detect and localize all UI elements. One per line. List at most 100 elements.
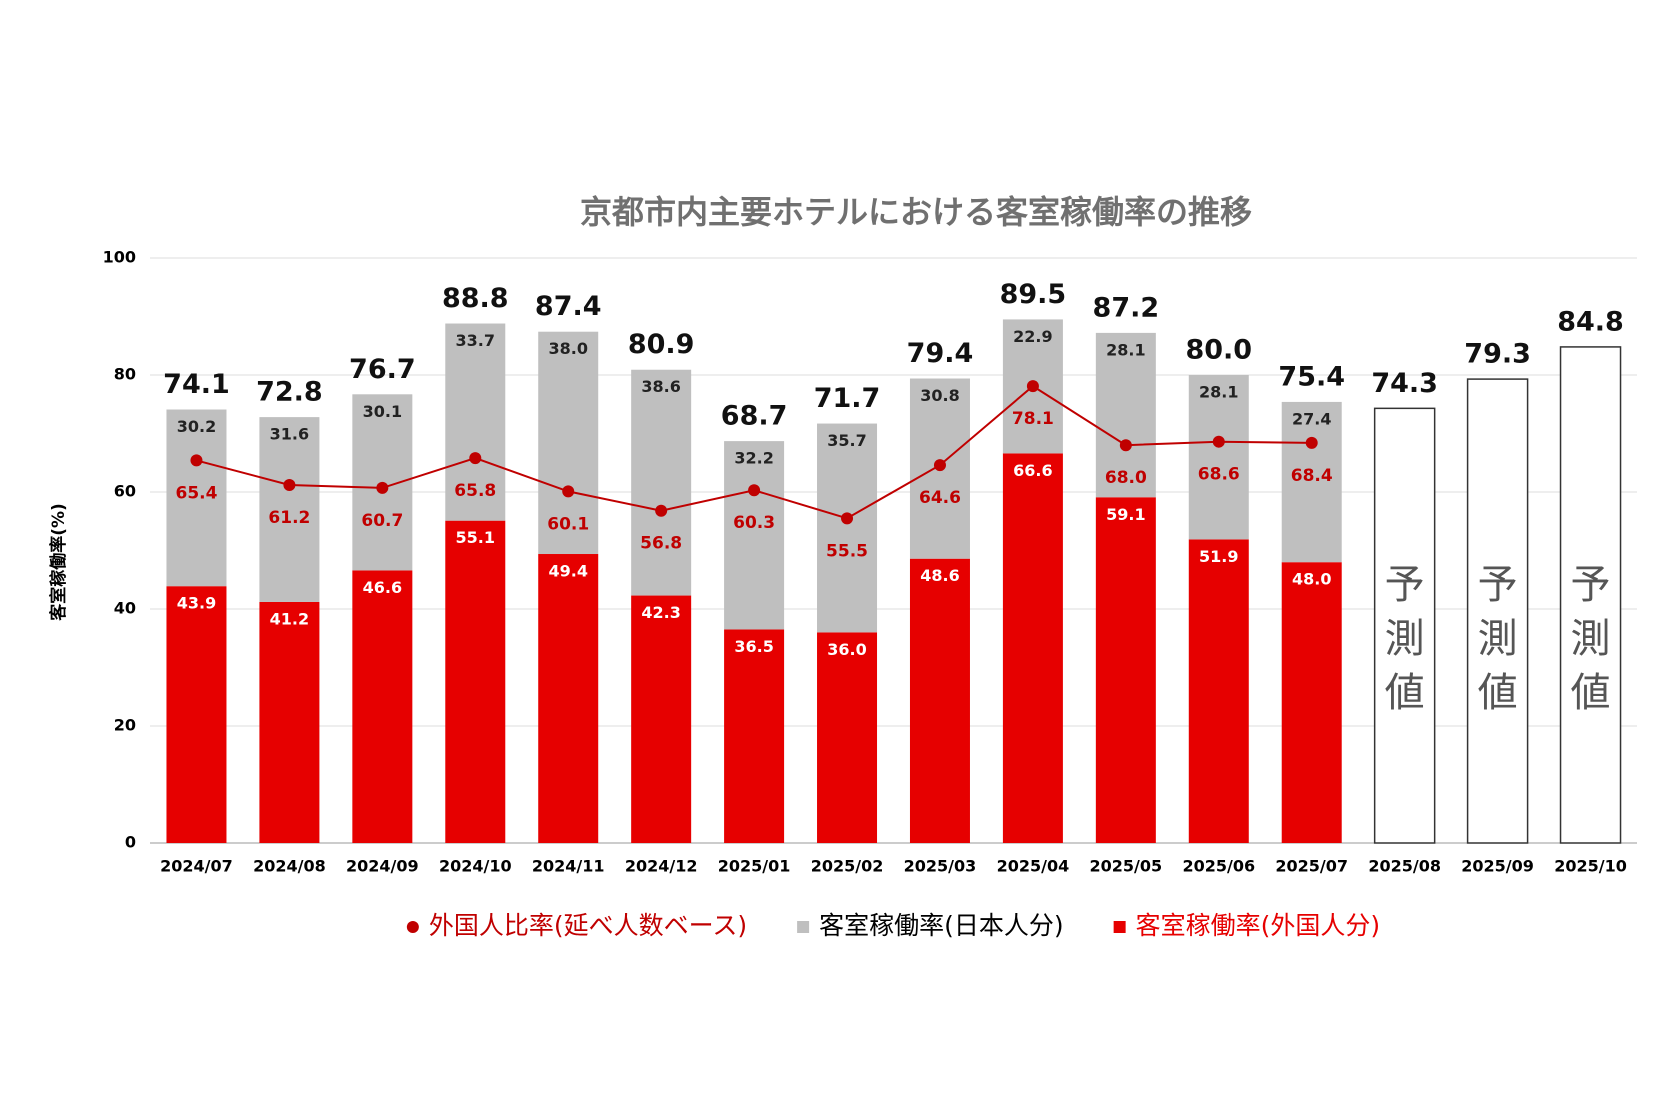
line-point — [562, 485, 575, 498]
line-value-label: 64.6 — [919, 488, 961, 508]
chart-title: 京都市内主要ホテルにおける客室稼働率の推移 — [580, 193, 1252, 231]
x-tick-label: 2024/10 — [439, 857, 512, 876]
line-value-label: 60.1 — [547, 514, 589, 534]
line-point — [1212, 435, 1225, 448]
bar-segment — [1095, 332, 1156, 498]
bar-value-label: 41.2 — [270, 609, 309, 628]
total-label: 87.4 — [535, 291, 602, 322]
forecast-label: 予測値 — [1571, 562, 1611, 716]
y-tick-label: 80 — [114, 365, 136, 384]
line-value-label: 65.8 — [454, 481, 496, 501]
forecast-label: 予測値 — [1478, 562, 1518, 716]
line-point — [655, 504, 668, 517]
forecast-bar — [1373, 407, 1436, 844]
bar-segment — [1095, 497, 1156, 843]
line-point — [1026, 380, 1039, 393]
bar-value-label: 27.4 — [1292, 409, 1331, 428]
bar-value-label: 59.1 — [1106, 505, 1145, 524]
x-tick-label: 2024/08 — [253, 857, 326, 876]
bar-segment — [1281, 562, 1342, 843]
line-value-label: 60.7 — [361, 511, 403, 531]
bar-value-label: 66.6 — [1013, 461, 1052, 480]
x-tick-label: 2025/08 — [1368, 857, 1441, 876]
line-point — [933, 459, 946, 472]
x-tick-label: 2024/09 — [346, 857, 419, 876]
total-label: 74.3 — [1371, 368, 1438, 399]
total-label: 79.4 — [907, 338, 974, 369]
forecast-label: 予測値 — [1385, 562, 1425, 716]
bar-segment — [1188, 375, 1249, 540]
total-label: 72.8 — [256, 377, 323, 408]
total-label: 76.7 — [349, 354, 416, 385]
bar-value-label: 38.6 — [641, 377, 680, 396]
y-tick-label: 100 — [103, 248, 136, 267]
bar-value-label: 42.3 — [641, 603, 680, 622]
bar-segment — [909, 558, 970, 843]
bar-value-label: 28.1 — [1106, 340, 1145, 359]
line-value-label: 56.8 — [640, 534, 682, 554]
total-label: 80.9 — [628, 329, 695, 360]
bar-value-label: 49.4 — [548, 562, 587, 581]
line-point — [190, 454, 203, 467]
line-value-label: 68.0 — [1105, 468, 1147, 488]
x-tick-label: 2024/12 — [625, 857, 698, 876]
bar-value-label: 30.8 — [920, 386, 959, 405]
bar-value-label: 31.6 — [270, 425, 309, 444]
x-tick-label: 2025/05 — [1090, 857, 1163, 876]
bar-segment — [166, 586, 227, 843]
legend-marker — [1113, 921, 1126, 933]
y-axis-label: 客室稼働率(%) — [48, 503, 69, 622]
bar-value-label: 48.6 — [920, 566, 959, 585]
bar-segment — [817, 632, 878, 843]
bar-segment — [724, 629, 785, 843]
total-label: 74.1 — [163, 369, 230, 400]
bar-value-label: 32.2 — [734, 449, 773, 468]
total-label: 71.7 — [814, 383, 881, 414]
line-point — [283, 478, 296, 491]
total-label: 75.4 — [1278, 361, 1345, 392]
x-tick-label: 2025/10 — [1554, 857, 1627, 876]
y-tick-label: 60 — [114, 482, 136, 501]
total-label: 88.8 — [442, 283, 509, 314]
bar-segment — [352, 570, 413, 843]
total-label: 84.8 — [1557, 306, 1624, 337]
y-tick-label: 0 — [125, 833, 136, 852]
bar-segment — [817, 423, 878, 633]
line-point — [1305, 436, 1318, 449]
total-label: 80.0 — [1185, 335, 1252, 366]
total-label: 89.5 — [1000, 279, 1067, 310]
bar-segment — [445, 323, 506, 521]
legend-marker — [797, 921, 810, 933]
x-tick-label: 2025/07 — [1275, 857, 1348, 876]
bar-value-label: 38.0 — [548, 339, 587, 358]
line-value-label: 68.4 — [1291, 466, 1333, 486]
forecast-bar — [1466, 378, 1529, 844]
bar-segment — [631, 369, 692, 596]
total-label: 68.7 — [721, 401, 788, 432]
bar-value-label: 35.7 — [827, 431, 866, 450]
bar-segment — [445, 520, 506, 843]
line-value-label: 65.4 — [175, 483, 217, 503]
line-value-label: 68.6 — [1198, 465, 1240, 485]
bar-segment — [1002, 453, 1063, 843]
bar-segment — [538, 331, 599, 555]
x-tick-label: 2024/11 — [532, 857, 605, 876]
bar-value-label: 36.5 — [734, 637, 773, 656]
bar-value-label: 55.1 — [456, 528, 495, 547]
line-point — [748, 484, 761, 497]
bar-segment — [259, 417, 320, 602]
bar-value-label: 28.1 — [1199, 383, 1238, 402]
line-value-label: 55.5 — [826, 541, 868, 561]
x-tick-label: 2025/01 — [718, 857, 791, 876]
bar-value-label: 22.9 — [1013, 327, 1052, 346]
line-point — [376, 481, 389, 494]
legend-label: 客室稼働率(外国人分) — [1136, 911, 1381, 940]
bar-value-label: 43.9 — [177, 594, 216, 613]
line-value-label: 78.1 — [1012, 409, 1054, 429]
bar-value-label: 33.7 — [456, 331, 495, 350]
bar-value-label: 51.9 — [1199, 547, 1238, 566]
bar-segment — [631, 595, 692, 843]
bar-segment — [724, 441, 785, 630]
